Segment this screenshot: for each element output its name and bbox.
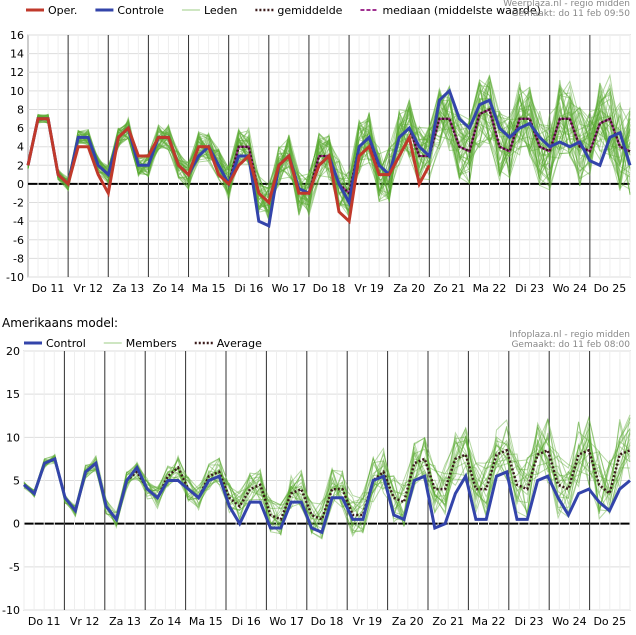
x-day-label: Wo 17	[272, 282, 306, 295]
member-line	[27, 100, 631, 208]
y-tick-label: 8	[17, 103, 24, 116]
x-day-label: Zo 14	[153, 282, 185, 295]
member-line	[27, 89, 631, 212]
x-day-label: Do 11	[32, 282, 65, 295]
member-line	[23, 415, 631, 534]
credit-timestamp: Gemaakt: do 11 feb 08:00	[511, 340, 630, 350]
legend-label-members: Leden	[204, 4, 237, 17]
member-line	[27, 90, 631, 220]
series-line-control	[23, 456, 631, 535]
x-day-label: Za 20	[392, 615, 424, 628]
x-day-label: Za 20	[393, 282, 425, 295]
member-line	[27, 81, 631, 220]
y-tick-label: 0	[17, 178, 24, 191]
member-line	[27, 93, 631, 216]
member-line	[27, 85, 631, 213]
legend-label-members: Members	[126, 337, 177, 350]
legend-label-oper: Oper.	[48, 4, 77, 17]
x-day-label: Zo 21	[434, 282, 466, 295]
x-day-label: Ma 22	[472, 615, 506, 628]
section-heading: Amerikaans model:	[2, 316, 118, 330]
member-line	[27, 80, 631, 208]
member-line	[27, 74, 631, 208]
x-day-label: Do 25	[594, 282, 627, 295]
x-day-label: Di 16	[232, 615, 261, 628]
x-day-label: Zo 21	[432, 615, 464, 628]
chart-american-model: 20 15 10 5 0 -5 -10 Do 11 Vr 12 Za 13 Zo 14 Ma 15 Di…	[2, 330, 631, 628]
member-line	[27, 88, 631, 204]
y-tick-label: 14	[10, 48, 24, 61]
member-line	[27, 90, 631, 215]
member-line	[27, 85, 631, 200]
member-line	[23, 421, 631, 540]
y-tick-label: 16	[10, 29, 24, 42]
x-day-label: Ma 15	[189, 615, 223, 628]
x-day-label: Vr 12	[73, 282, 103, 295]
x-day-label: Di 23	[514, 615, 543, 628]
member-line	[27, 81, 631, 218]
y-tick-label: -4	[13, 215, 24, 228]
x-day-label: Wo 17	[269, 615, 303, 628]
x-day-label: Wo 24	[553, 282, 587, 295]
member-line	[27, 90, 631, 220]
y-tick-label: -10	[2, 604, 20, 617]
x-day-label: Ma 22	[473, 282, 507, 295]
y-tick-label: 10	[6, 431, 20, 444]
legend-label-average: Average	[217, 337, 262, 350]
x-day-label: Vr 19	[354, 282, 384, 295]
member-line	[27, 74, 631, 216]
credit-source: Infoplaza.nl - regio midden	[509, 330, 630, 340]
y-tick-label: -6	[13, 234, 24, 247]
x-day-label: Di 16	[234, 282, 263, 295]
member-line	[27, 86, 631, 218]
x-day-label: Di 23	[515, 282, 544, 295]
series-line-oper	[26, 117, 431, 225]
x-day-label: Wo 24	[552, 615, 586, 628]
member-line	[27, 73, 631, 200]
legend-label-control: Control	[46, 337, 86, 350]
y-tick-label: 5	[13, 475, 20, 488]
y-tick-label: -2	[13, 197, 24, 210]
x-day-label: Za 13	[112, 282, 144, 295]
member-line	[27, 84, 631, 214]
member-line	[23, 424, 631, 533]
credit-timestamp: Gemaakt: do 11 feb 09:50	[511, 9, 630, 19]
x-day-label: Do 25	[593, 615, 626, 628]
chart-operational-model: 16 14 12 10 8 6 4 2 0 -2 -4 -6 -8 -10 Do 11 Vr 12 Za 13 Z…	[6, 0, 632, 295]
x-day-label: Do 18	[311, 615, 344, 628]
legend-label-control: Controle	[117, 4, 164, 17]
y-tick-label: 12	[10, 66, 24, 79]
y-tick-label: 10	[10, 85, 24, 98]
y-tick-label: 6	[17, 122, 24, 135]
credit-source: Weerplaza.nl - regio midden	[503, 0, 630, 9]
legend-label-median: mediaan (middelste waarde)	[382, 4, 540, 17]
y-tick-label: 20	[6, 345, 20, 358]
x-day-label: Za 13	[109, 615, 141, 628]
y-tick-label: -10	[6, 271, 24, 284]
y-tick-label: 15	[6, 388, 20, 401]
legend-label-average: gemiddelde	[277, 4, 342, 17]
y-tick-label: 0	[13, 518, 20, 531]
y-tick-label: -8	[13, 252, 24, 265]
member-line	[23, 434, 631, 530]
x-day-label: Ma 15	[192, 282, 226, 295]
x-day-label: Do 18	[313, 282, 346, 295]
x-day-label: Vr 12	[70, 615, 100, 628]
member-line	[27, 87, 631, 214]
member-line	[27, 106, 631, 210]
y-tick-label: 2	[17, 159, 24, 172]
x-day-label: Zo 14	[150, 615, 182, 628]
x-day-label: Vr 19	[353, 615, 383, 628]
member-line	[23, 421, 631, 536]
member-line	[27, 84, 631, 222]
x-day-label: Do 11	[28, 615, 61, 628]
y-tick-label: -5	[9, 561, 20, 574]
member-line	[23, 432, 631, 529]
y-tick-label: 4	[17, 141, 24, 154]
